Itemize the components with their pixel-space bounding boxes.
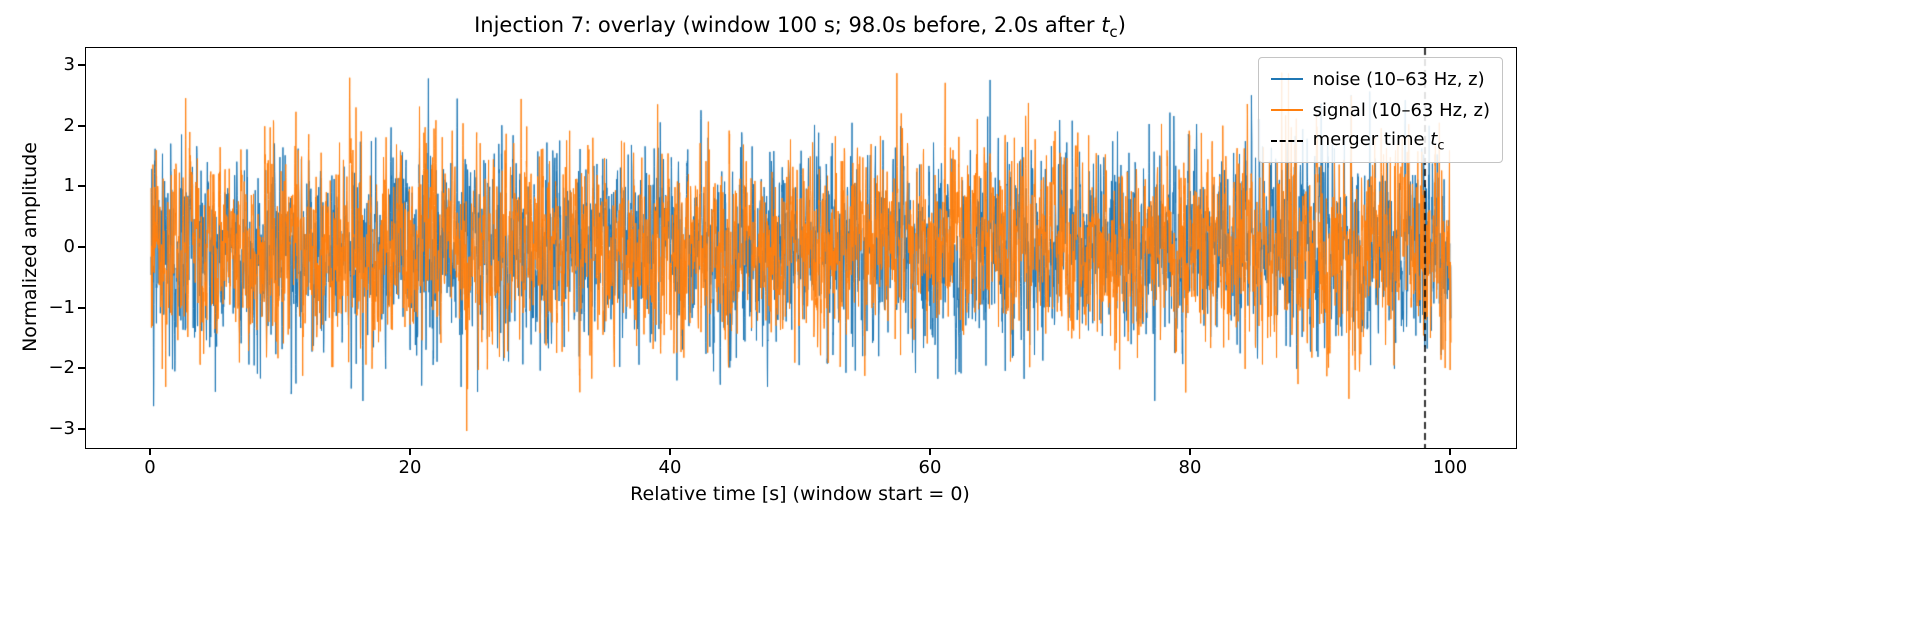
y-tick-label: 3 — [63, 54, 75, 76]
y-tick-mark — [78, 64, 85, 67]
chart-title: Injection 7: overlay (window 100 s; 98.0… — [85, 12, 1515, 45]
chart-title-text: Injection 7: overlay (window 100 s; 98.0… — [474, 13, 1102, 37]
x-tick-label: 60 — [918, 457, 942, 478]
y-tick-mark — [78, 306, 85, 309]
y-tick-mark — [78, 124, 85, 127]
y-tick-mark — [78, 246, 85, 248]
x-tick-label: 40 — [658, 457, 682, 478]
legend-item: merger time tc — [1270, 128, 1490, 154]
legend-label: merger time tc — [1312, 128, 1445, 154]
legend-line-sample-dashed — [1270, 140, 1303, 142]
chart-title-suffix: ) — [1117, 13, 1126, 37]
x-tick-label: 80 — [1178, 457, 1202, 478]
y-tick-mark — [78, 367, 85, 370]
x-tick-label: 100 — [1432, 457, 1468, 478]
x-tick-label: 0 — [144, 457, 156, 478]
y-tick-mark — [78, 427, 85, 430]
y-tick-label: 2 — [63, 114, 75, 136]
x-tick-mark — [1449, 448, 1451, 455]
x-axis-label: Relative time [s] (window start = 0) — [630, 483, 970, 505]
legend-item: signal (10–63 Hz, z) — [1270, 97, 1490, 123]
y-tick-label: −1 — [48, 296, 75, 318]
legend-label: noise (10–63 Hz, z) — [1312, 68, 1485, 90]
legend: noise (10–63 Hz, z) signal (10–63 Hz, z) m… — [1257, 57, 1503, 163]
x-tick-mark — [1189, 448, 1191, 455]
y-tick-label: 1 — [63, 175, 75, 197]
y-tick-label: −3 — [48, 417, 75, 439]
x-tick-mark — [149, 448, 151, 455]
y-tick-label: 0 — [63, 236, 75, 257]
y-tick-label: −2 — [48, 357, 75, 379]
y-axis-label: Normalized amplitude — [19, 142, 41, 352]
chart-title-math-sub: c — [1109, 23, 1118, 42]
legend-item: noise (10–63 Hz, z) — [1270, 66, 1490, 92]
y-tick-mark — [78, 185, 85, 188]
x-tick-mark — [409, 448, 411, 455]
x-tick-mark — [929, 448, 931, 455]
legend-line-sample-solid — [1270, 78, 1303, 80]
x-tick-label: 20 — [398, 457, 422, 478]
legend-label: signal (10–63 Hz, z) — [1312, 99, 1490, 121]
chart-title-math-var: t — [1101, 13, 1110, 37]
x-tick-mark — [669, 448, 671, 455]
legend-line-sample-solid — [1270, 109, 1303, 111]
